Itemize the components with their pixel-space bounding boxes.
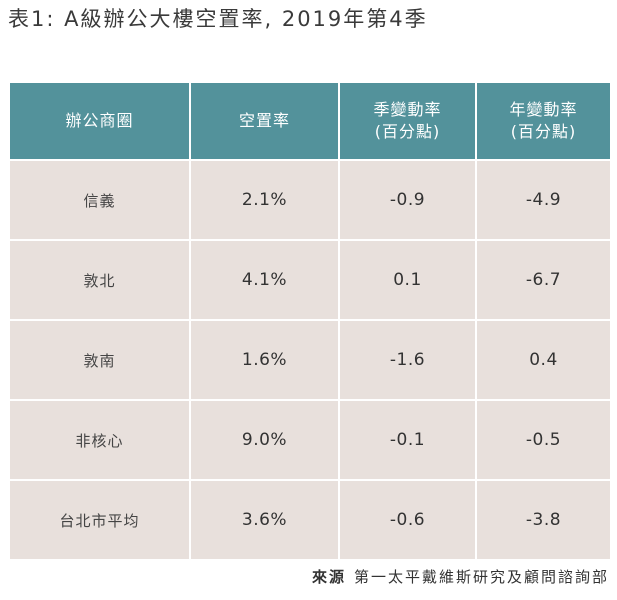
cell-yoy: -3.8 <box>475 479 612 561</box>
cell-vacancy: 3.6% <box>189 479 340 561</box>
cell-vacancy: 4.1% <box>189 239 340 321</box>
header-district-label: 辦公商圈 <box>65 111 134 130</box>
table-title: 表1: A級辦公大樓空置率, 2019年第4季 <box>8 7 428 31</box>
cell-district: 信義 <box>8 159 191 241</box>
vacancy-table-container: 辦公商圈 空置率 季變動率 (百分點) 年變動率 (百分點) 信義 2.1% <box>8 81 612 561</box>
cell-yoy: -0.5 <box>475 399 612 481</box>
table-row: 信義 2.1% -0.9 -4.9 <box>8 159 612 241</box>
header-yoy-unit: (百分點) <box>510 122 577 141</box>
source-text: 第一太平戴維斯研究及顧問諮詢部 <box>353 568 609 586</box>
header-vacancy: 空置率 <box>189 81 340 161</box>
cell-vacancy: 1.6% <box>189 319 340 401</box>
cell-qoq: 0.1 <box>338 239 477 321</box>
table-row: 台北市平均 3.6% -0.6 -3.8 <box>8 479 612 561</box>
table-row: 敦南 1.6% -1.6 0.4 <box>8 319 612 401</box>
cell-qoq: -0.9 <box>338 159 477 241</box>
cell-yoy: -4.9 <box>475 159 612 241</box>
header-district: 辦公商圈 <box>8 81 191 161</box>
header-qoq-unit: (百分點) <box>374 122 441 141</box>
table-header-row: 辦公商圈 空置率 季變動率 (百分點) 年變動率 (百分點) <box>8 81 612 161</box>
header-qoq-label: 季變動率 <box>373 100 442 119</box>
vacancy-table: 辦公商圈 空置率 季變動率 (百分點) 年變動率 (百分點) 信義 2.1% <box>8 81 612 561</box>
source-label: 來源 <box>311 568 346 586</box>
cell-qoq: -1.6 <box>338 319 477 401</box>
cell-vacancy: 2.1% <box>189 159 340 241</box>
table-row: 非核心 9.0% -0.1 -0.5 <box>8 399 612 481</box>
cell-district: 敦南 <box>8 319 191 401</box>
header-yoy-label: 年變動率 <box>509 100 578 119</box>
cell-yoy: 0.4 <box>475 319 612 401</box>
cell-qoq: -0.1 <box>338 399 477 481</box>
source-note: 來源 第一太平戴維斯研究及顧問諮詢部 <box>312 566 609 587</box>
header-yoy: 年變動率 (百分點) <box>475 81 612 161</box>
cell-district: 台北市平均 <box>8 479 191 561</box>
cell-yoy: -6.7 <box>475 239 612 321</box>
table-row: 敦北 4.1% 0.1 -6.7 <box>8 239 612 321</box>
header-vacancy-label: 空置率 <box>238 111 290 130</box>
cell-district: 敦北 <box>8 239 191 321</box>
cell-district: 非核心 <box>8 399 191 481</box>
cell-vacancy: 9.0% <box>189 399 340 481</box>
cell-qoq: -0.6 <box>338 479 477 561</box>
header-qoq: 季變動率 (百分點) <box>338 81 477 161</box>
